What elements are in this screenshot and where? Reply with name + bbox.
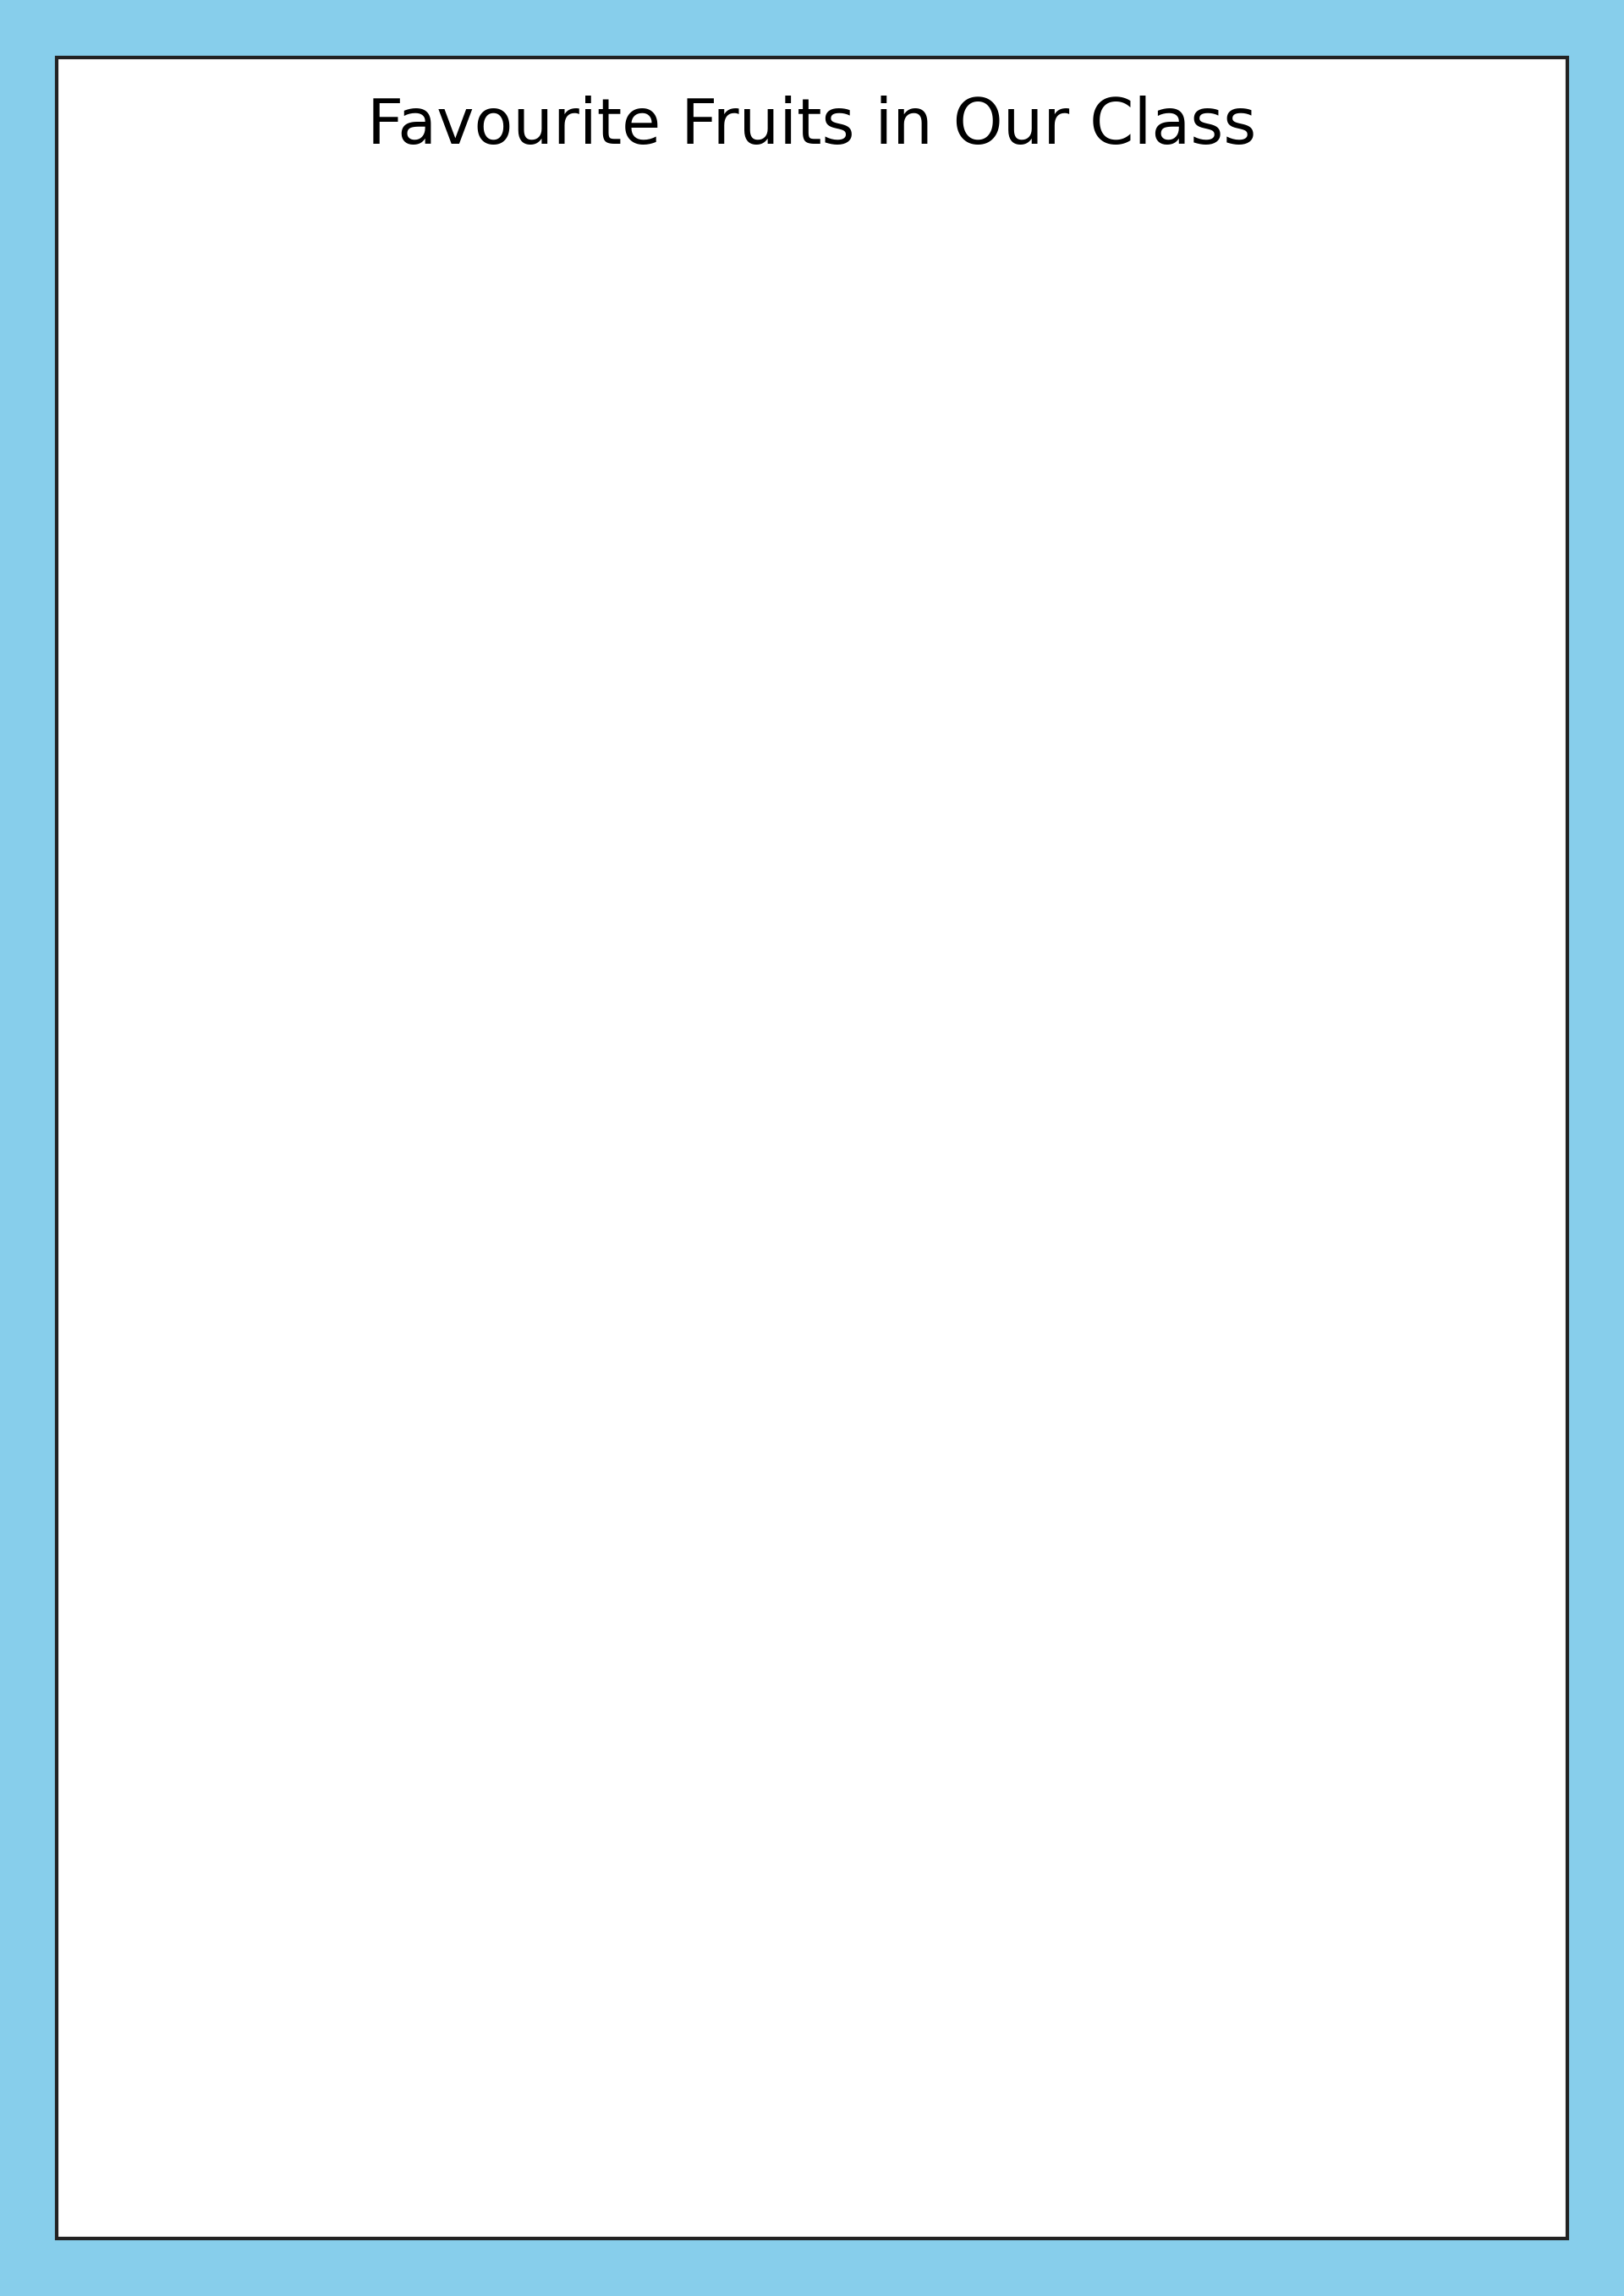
FancyBboxPatch shape [1372,2135,1400,2163]
Text: Favourite Fruits in Our Class: Favourite Fruits in Our Class [367,96,1257,156]
Bar [487,1384,635,1975]
Bar [1289,1458,1437,1975]
FancyBboxPatch shape [1372,2172,1400,2197]
Bar [219,1091,367,1975]
FancyBboxPatch shape [1337,2135,1364,2163]
Bar [1021,1238,1169,1975]
Bar [755,870,901,1975]
FancyBboxPatch shape [1337,2172,1364,2197]
Text: You've Got This Math: You've Got This Math [1317,2101,1427,2112]
